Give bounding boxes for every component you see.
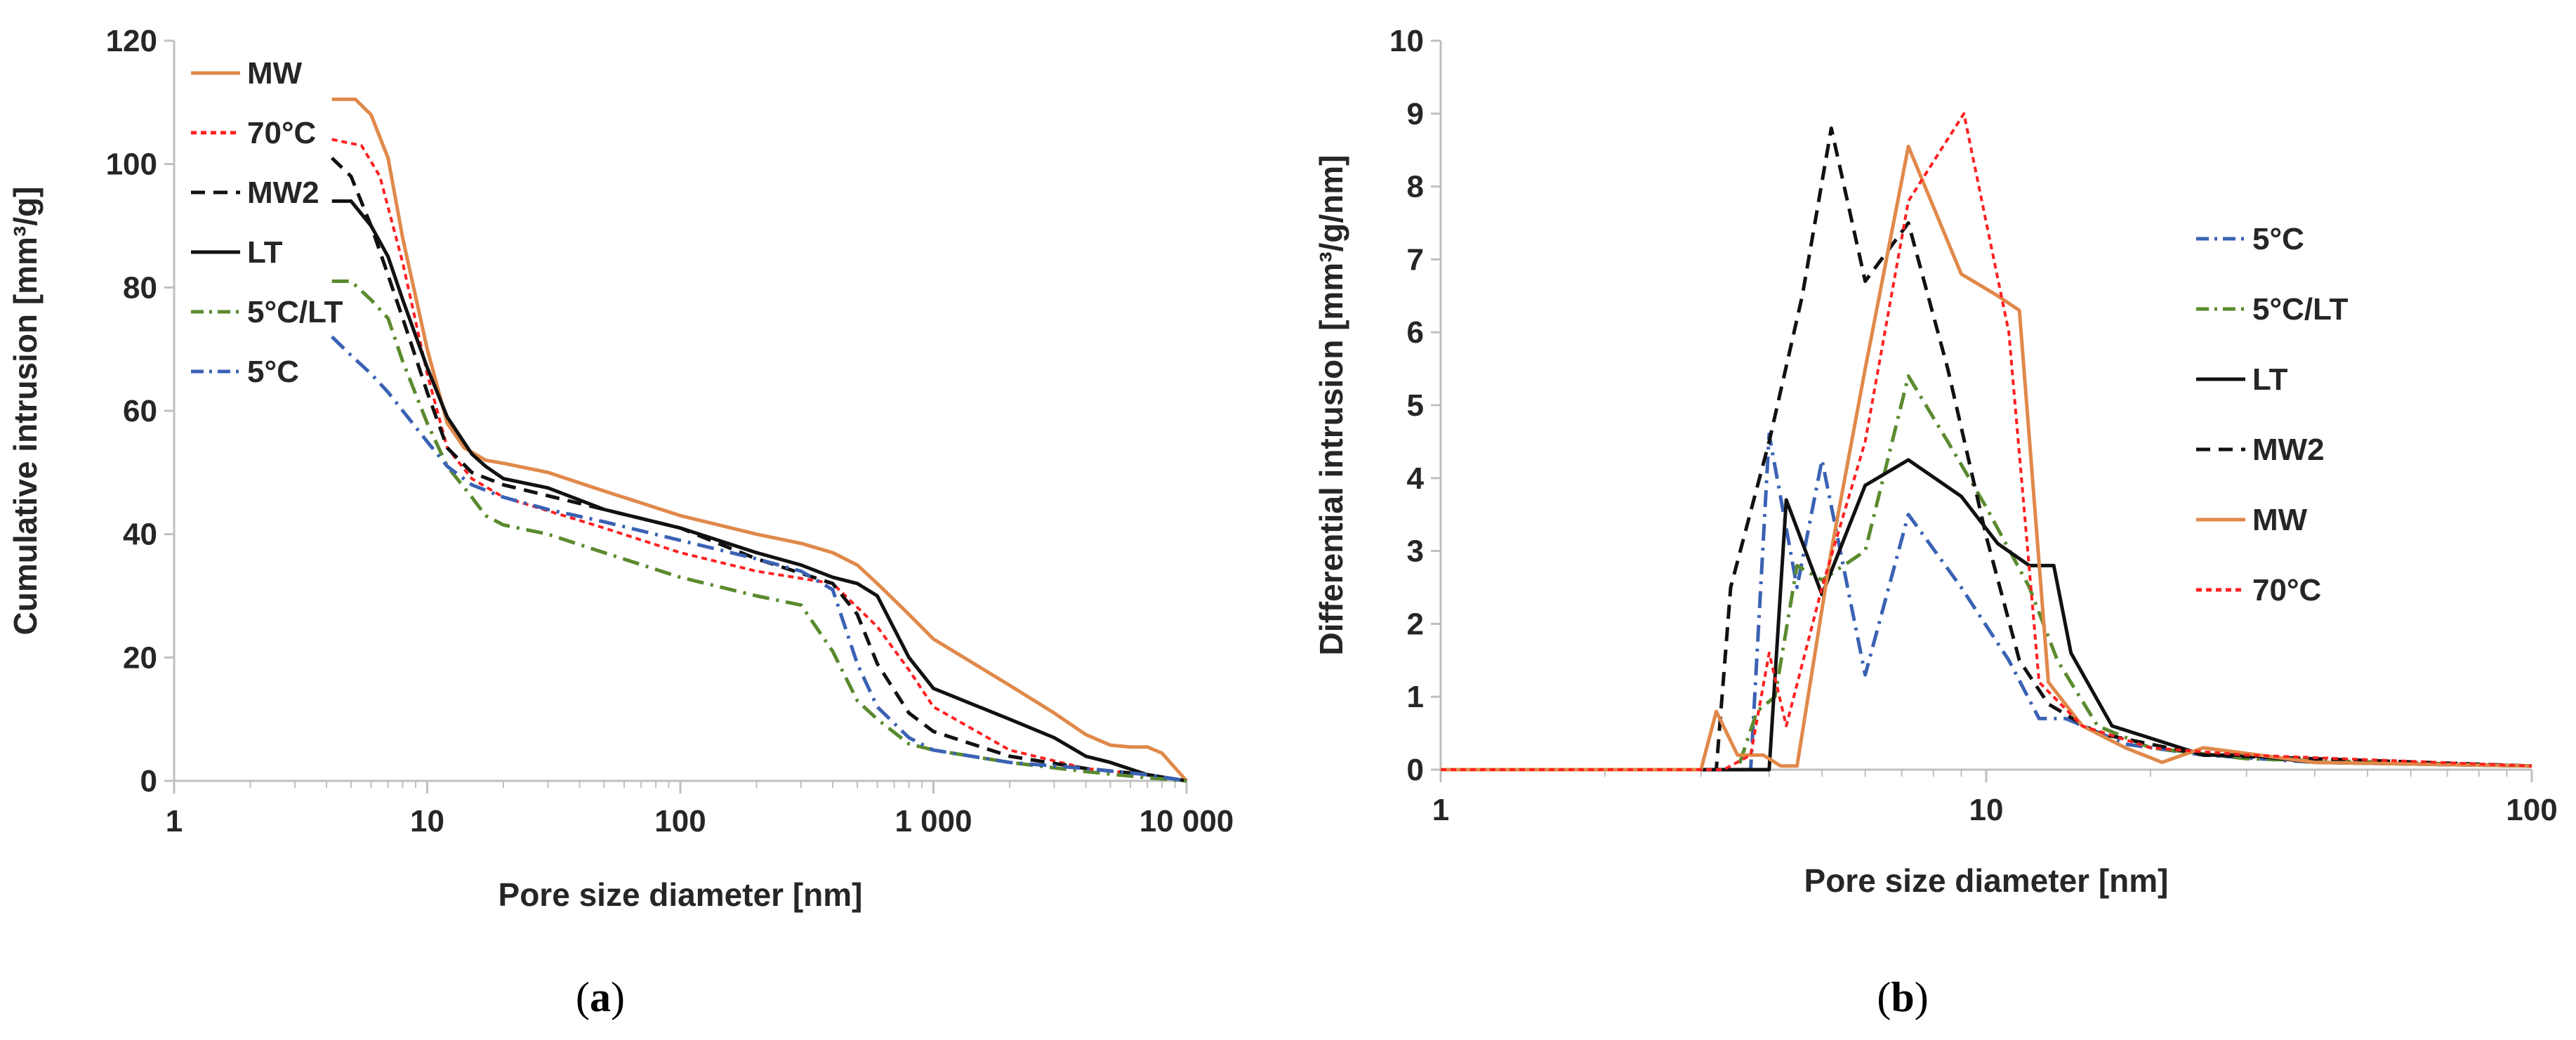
legend-label: MW: [247, 56, 303, 91]
y-tick-label: 7: [1407, 242, 1424, 277]
legend-label: LT: [2252, 362, 2288, 397]
panel-caption: (b): [1877, 974, 1928, 1020]
x-tick-label: 1: [166, 804, 183, 838]
legend-label: 70°C: [247, 116, 316, 150]
legend-label: MW: [2252, 503, 2308, 537]
series-line-lt: [1441, 458, 2532, 772]
x-tick-label: 10 000: [1140, 804, 1234, 838]
series-line-mw2: [330, 157, 1187, 783]
y-tick-label: 0: [140, 764, 157, 798]
y-tick-label: 80: [123, 270, 157, 305]
y-tick-label: 0: [1407, 753, 1424, 787]
caption-open: (: [576, 974, 590, 1020]
legend-label: 5°C: [247, 355, 299, 389]
y-tick-label: 3: [1407, 534, 1424, 569]
x-axis-label: Pore size diameter [nm]: [498, 876, 863, 913]
y-tick-label: 8: [1407, 170, 1424, 204]
caption-letter: a: [590, 974, 611, 1020]
caption-close: ): [1915, 974, 1929, 1020]
x-tick-label: 100: [654, 804, 706, 838]
x-tick-label: 1: [1432, 793, 1449, 827]
legend-label: 5°C: [2252, 222, 2304, 256]
y-tick-label: 1: [1407, 680, 1424, 714]
legend-label: MW2: [2252, 433, 2325, 467]
series-line-5clt: [1441, 374, 2532, 772]
legend-label: 70°C: [2252, 573, 2321, 607]
series-line-5clt: [331, 279, 1187, 783]
x-tick-label: 1 000: [894, 804, 972, 838]
y-tick-label: 9: [1407, 97, 1424, 131]
series-line-mw: [1441, 145, 2532, 772]
series-line-lt: [331, 199, 1187, 783]
series-line-70c: [331, 138, 1187, 782]
legend-label: MW2: [247, 176, 319, 210]
x-axis-label: Pore size diameter [nm]: [1804, 862, 2169, 899]
series-line-mw2: [1441, 126, 2532, 772]
y-tick-label: 5: [1407, 388, 1424, 423]
caption-open: (: [1877, 974, 1891, 1020]
legend-label: LT: [247, 235, 283, 270]
x-tick-label: 10: [1969, 793, 2004, 827]
caption-close: ): [611, 974, 625, 1020]
y-tick-label: 100: [106, 147, 157, 182]
legend-label: 5°C/LT: [247, 295, 343, 329]
caption-letter: b: [1891, 974, 1914, 1020]
series-line-mw: [331, 97, 1188, 782]
y-tick-label: 20: [123, 640, 157, 675]
y-axis-label: Differential intrusion [mm³/g/nm]: [1313, 155, 1349, 656]
y-tick-label: 60: [123, 394, 157, 428]
y-tick-label: 40: [123, 518, 157, 552]
series-line-5c: [1441, 433, 2532, 772]
y-tick-label: 2: [1407, 607, 1424, 641]
y-tick-label: 6: [1407, 315, 1424, 350]
y-axis-label: Cumulative intrusion [mm³/g]: [7, 187, 44, 636]
y-tick-label: 120: [106, 24, 157, 58]
y-tick-label: 4: [1407, 461, 1425, 496]
y-tick-label: 10: [1389, 24, 1424, 58]
series-line-70c: [1441, 112, 2532, 771]
x-tick-label: 10: [410, 804, 444, 838]
legend-label: 5°C/LT: [2252, 292, 2349, 327]
panel-caption: (a): [576, 974, 625, 1020]
series-line-5c: [330, 335, 1187, 783]
x-tick-label: 100: [2506, 793, 2557, 827]
